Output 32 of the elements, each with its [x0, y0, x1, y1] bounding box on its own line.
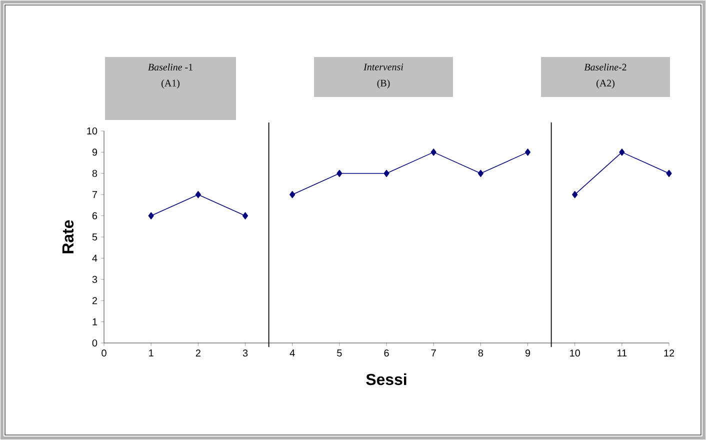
- y-tick-label: 2: [92, 297, 97, 304]
- text: Baseline-2: [584, 63, 626, 71]
- x-tick-label: 3: [242, 350, 248, 357]
- text: (B): [377, 79, 390, 89]
- text: (A1): [162, 79, 180, 89]
- y-axis-title: Rate: [62, 220, 74, 254]
- y-tick-label: 7: [92, 191, 97, 198]
- y-tick-label: 0: [92, 339, 98, 347]
- x-tick-label: 6: [384, 350, 389, 357]
- y-tick-label: 1: [92, 318, 98, 326]
- y-tick-label: 6: [92, 212, 98, 220]
- y-tick-label: 10: [87, 127, 98, 135]
- y-tick-label: 9: [92, 148, 98, 156]
- x-axis-title: Sessi: [366, 373, 406, 386]
- y-tick-label: 8: [92, 170, 98, 177]
- x-tick-label: 0: [102, 350, 106, 357]
- x-tick-label: 7: [431, 350, 436, 356]
- y-tick-label: 4: [92, 254, 98, 262]
- x-tick-label: 9: [525, 350, 530, 357]
- x-tick-label: 4: [290, 350, 295, 356]
- text: (A2): [596, 79, 614, 89]
- text: Intervensi: [364, 64, 404, 70]
- x-tick-label: 1: [149, 350, 154, 356]
- x-tick-label: 12: [664, 350, 674, 356]
- text: Baseline -1: [148, 63, 192, 71]
- x-tick-label: 5: [337, 350, 342, 356]
- x-tick-label: 2: [196, 350, 200, 356]
- x-tick-label: 8: [478, 350, 484, 357]
- y-tick-label: 3: [92, 276, 98, 283]
- x-tick-label: 11: [618, 350, 627, 356]
- y-tick-label: 5: [92, 234, 98, 240]
- x-tick-label: 10: [570, 350, 580, 357]
